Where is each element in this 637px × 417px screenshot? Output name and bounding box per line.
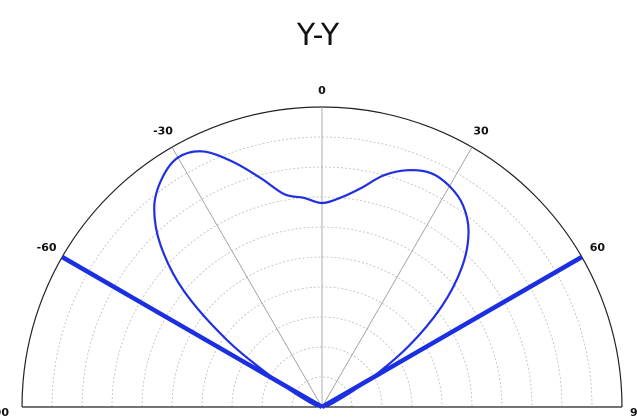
grid-ring (291, 376, 353, 408)
spoke-layer (61, 107, 583, 408)
angle-tick-label: -30 (153, 125, 173, 138)
angle-tick-label: 60 (590, 241, 606, 254)
grid-spoke (171, 146, 323, 408)
chart-title: Y-Y (296, 18, 341, 53)
series-layer (153, 150, 470, 409)
angle-tick-label: 90 (630, 406, 637, 417)
grid-ring (261, 346, 383, 408)
angle-tick-label: 30 (473, 125, 489, 138)
angle-tick-label: 0 (318, 84, 326, 97)
angle-tick-label: -60 (37, 241, 57, 254)
grid-spoke (321, 146, 473, 408)
pattern-curve (153, 150, 470, 409)
tick-labels: 0 -30 30 -60 60 -90 90 (0, 84, 637, 417)
grid-ring (51, 136, 593, 408)
angle-tick-label: -90 (0, 406, 9, 417)
